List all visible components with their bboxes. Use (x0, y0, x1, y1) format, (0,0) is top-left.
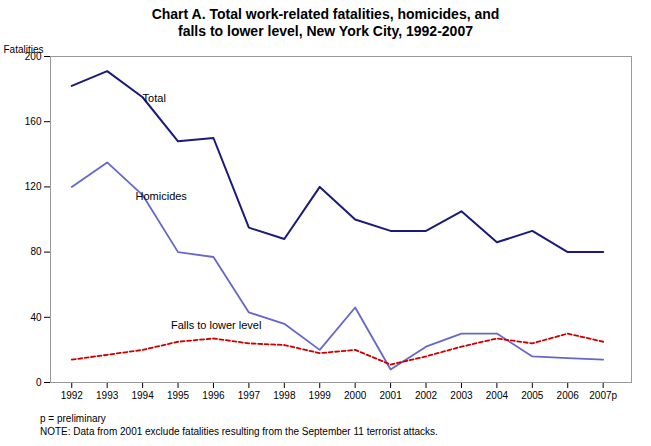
svg-text:40: 40 (30, 312, 42, 323)
svg-text:Fatalities: Fatalities (4, 44, 44, 55)
svg-text:2006: 2006 (557, 390, 580, 401)
html-text:NOTE: Data from 2001 exclude f: NOTE: Data from 2001 exclude fatalities … (40, 426, 438, 437)
svg-text:2002: 2002 (415, 390, 438, 401)
svg-text:0: 0 (36, 377, 42, 388)
svg-text:80: 80 (30, 246, 42, 257)
svg-text:Falls to lower level: Falls to lower level (171, 319, 261, 331)
svg-text:2001: 2001 (379, 390, 402, 401)
svg-text:2007p: 2007p (589, 390, 617, 401)
svg-text:160: 160 (25, 116, 42, 127)
svg-text:2004: 2004 (486, 390, 509, 401)
svg-text:1999: 1999 (309, 390, 332, 401)
svg-text:Total: Total (143, 92, 166, 104)
svg-text:1998: 1998 (273, 390, 296, 401)
svg-text:2000: 2000 (344, 390, 367, 401)
svg-text:120: 120 (25, 181, 42, 192)
svg-text:1994: 1994 (131, 390, 154, 401)
svg-text:2005: 2005 (521, 390, 544, 401)
svg-text:200: 200 (24, 50, 42, 62)
html-text:Chart A. Total work-related fa: Chart A. Total work-related fatalities, … (151, 6, 500, 39)
svg-text:Homicides: Homicides (136, 190, 188, 202)
svg-text:1996: 1996 (202, 390, 225, 401)
svg-text:1997: 1997 (238, 390, 261, 401)
svg-text:2003: 2003 (450, 390, 473, 401)
html-text:p = preliminary: p = preliminary (40, 413, 106, 424)
svg-text:1995: 1995 (167, 390, 190, 401)
svg-text:1992: 1992 (61, 390, 84, 401)
svg-text:1993: 1993 (96, 390, 119, 401)
